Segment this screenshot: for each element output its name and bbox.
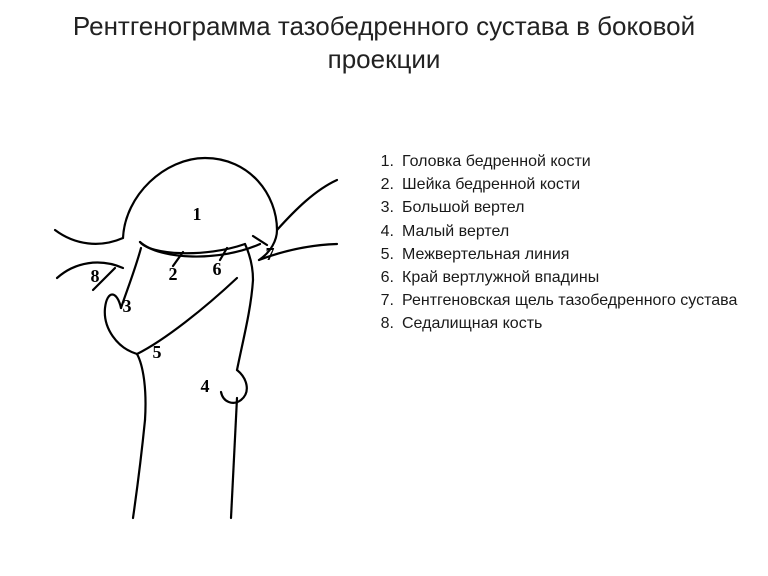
legend-item-label: Малый вертел xyxy=(402,223,509,240)
diagram-path-shaft-right-upper xyxy=(237,280,253,370)
diagram-label-4: 4 xyxy=(201,376,210,396)
legend-item: 2. Шейка бедренной кости xyxy=(370,173,750,196)
legend-item-label: Большой вертел xyxy=(402,199,524,216)
legend-item-number: 5. xyxy=(370,243,394,266)
diagram-label-6: 6 xyxy=(213,259,222,279)
diagram-label-1: 1 xyxy=(193,204,202,224)
anatomy-diagram: 1 2 3 4 5 6 7 8 xyxy=(45,140,345,520)
legend-item-number: 3. xyxy=(370,196,394,219)
diagram-path-neck-to-shaft-left xyxy=(137,354,146,420)
diagram-path-shaft-left xyxy=(133,420,145,518)
legend-item-number: 1. xyxy=(370,150,394,173)
legend-item-number: 2. xyxy=(370,173,394,196)
diagram-label-3: 3 xyxy=(123,296,132,316)
legend-list: 1. Головка бедренной кости2. Шейка бедре… xyxy=(370,150,750,336)
legend-item-label: Головка бедренной кости xyxy=(402,153,591,170)
legend-item-number: 7. xyxy=(370,289,394,312)
legend-item: 7. Рентгеновская щель тазобедренного сус… xyxy=(370,289,750,312)
legend-item-number: 6. xyxy=(370,266,394,289)
legend-item-label: Межвертельная линия xyxy=(402,246,569,263)
diagram-label-8: 8 xyxy=(91,266,100,286)
legend-item: 1. Головка бедренной кости xyxy=(370,150,750,173)
legend-item: 3. Большой вертел xyxy=(370,196,750,219)
diagram-label-5: 5 xyxy=(153,342,162,362)
content-area: 12345678 1. Головка бедренной кости2. Ше… xyxy=(0,140,768,566)
legend-item-number: 8. xyxy=(370,312,394,335)
legend-item-label: Рентгеновская щель тазобедренного сустав… xyxy=(402,292,737,309)
legend-item-label: Край вертлужной впадины xyxy=(402,269,599,286)
legend-item: 4. Малый вертел xyxy=(370,220,750,243)
diagram-path-lesser-trochanter xyxy=(221,370,247,403)
diagram-path-shaft-right xyxy=(231,398,237,518)
diagram-path-pelvis-left xyxy=(55,230,123,244)
legend: 1. Головка бедренной кости2. Шейка бедре… xyxy=(370,150,750,336)
legend-item: 6. Край вертлужной впадины xyxy=(370,266,750,289)
legend-item: 5. Межвертельная линия xyxy=(370,243,750,266)
legend-item-number: 4. xyxy=(370,220,394,243)
diagram-label-2: 2 xyxy=(169,264,178,284)
legend-item-label: Седалищная кость xyxy=(402,315,542,332)
diagram-svg: 1 2 3 4 5 6 7 8 xyxy=(45,140,345,520)
diagram-label-7: 7 xyxy=(266,244,275,264)
legend-item-label: Шейка бедренной кости xyxy=(402,176,580,193)
page-title: Рентгенограмма тазобедренного сустава в … xyxy=(0,10,768,75)
diagram-path-trochanter-major xyxy=(105,295,137,355)
diagram-path-pelvis-right-upper xyxy=(277,180,337,230)
legend-item: 8. Седалищная кость xyxy=(370,312,750,335)
